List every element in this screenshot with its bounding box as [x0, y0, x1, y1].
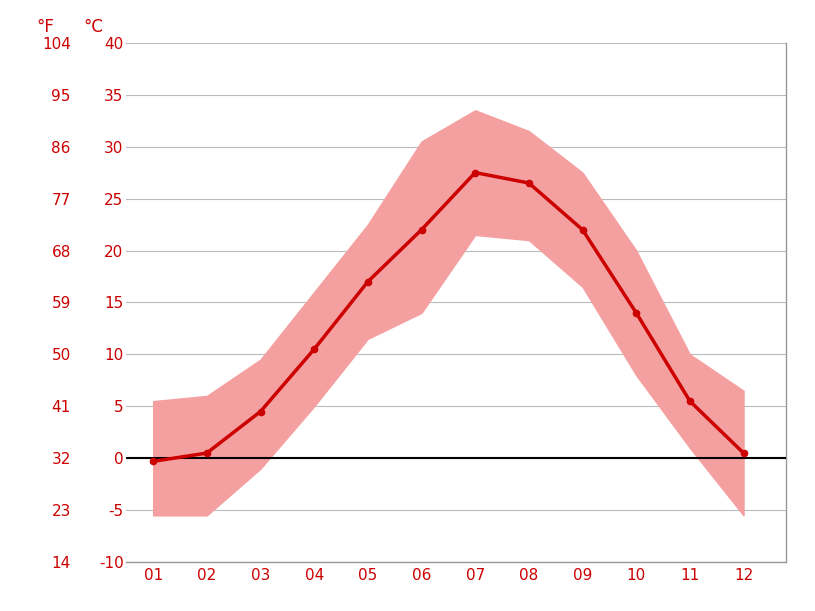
Text: °C: °C	[84, 18, 104, 37]
Text: °F: °F	[36, 18, 54, 37]
